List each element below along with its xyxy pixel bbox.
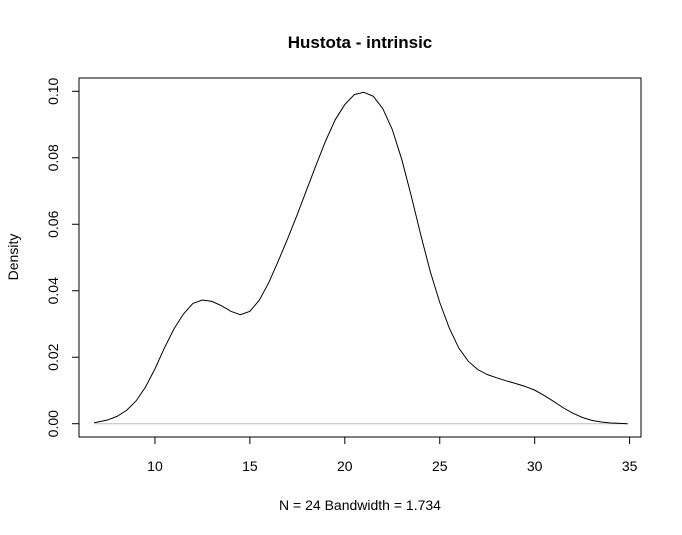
x-tick-label: 20: [337, 458, 353, 474]
y-axis: 0.00 0.02 0.04 0.06 0.08 0.10: [45, 77, 80, 437]
x-axis-label: N = 24 Bandwidth = 1.734: [279, 497, 441, 513]
chart-title: Hustota - intrinsic: [288, 33, 433, 52]
y-tick-label: 0.00: [45, 410, 61, 437]
x-tick-label: 30: [527, 458, 543, 474]
x-tick-label: 25: [432, 458, 448, 474]
x-tick-label: 15: [242, 458, 258, 474]
y-tick-label: 0.06: [45, 210, 61, 237]
y-tick-label: 0.04: [45, 277, 61, 304]
y-axis-label: Density: [5, 234, 21, 281]
x-axis: 10 15 20 25 30 35: [147, 436, 638, 474]
plot-box: [78, 77, 642, 438]
y-tick-label: 0.08: [45, 144, 61, 171]
density-curve: [94, 91, 628, 425]
y-tick-label: 0.10: [45, 77, 61, 104]
x-tick-label: 10: [147, 458, 163, 474]
x-tick-label: 35: [622, 458, 638, 474]
y-tick-label: 0.02: [45, 343, 61, 370]
